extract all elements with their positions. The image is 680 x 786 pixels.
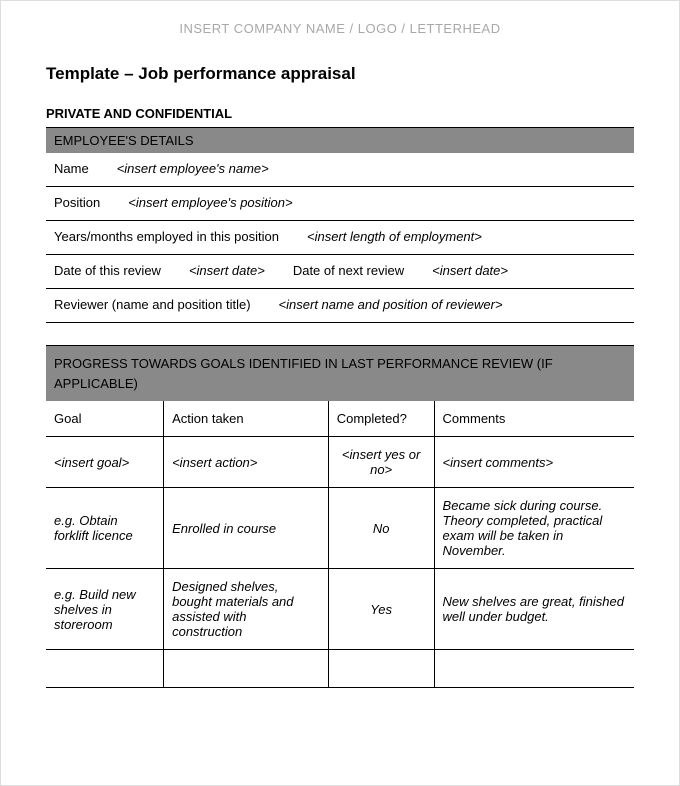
confidential-label: PRIVATE AND CONFIDENTIAL [46,106,634,121]
col-action-header: Action taken [164,401,329,437]
goals-table: Goal Action taken Completed? Comments <i… [46,401,634,688]
cell-comments: New shelves are great, finished well und… [434,569,634,650]
detail-value: <insert employee's position> [128,195,292,210]
col-comments-header: Comments [434,401,634,437]
cell-goal: e.g. Obtain forklift licence [46,488,164,569]
detail-row-reviewer: Reviewer (name and position title) <inse… [46,289,634,323]
letterhead-text: INSERT COMPANY NAME / LOGO / LETTERHEAD [46,21,634,36]
employee-details-header: EMPLOYEE'S DETAILS [46,127,634,153]
spacer [46,323,634,345]
detail-label: Date of this review [54,263,161,278]
cell-completed: <insert yes or no> [328,437,434,488]
cell-action: Designed shelves, bought materials and a… [164,569,329,650]
goals-row: <insert goal> <insert action> <insert ye… [46,437,634,488]
cell-comments [434,650,634,688]
detail-value: <insert date> [189,263,265,278]
col-completed-header: Completed? [328,401,434,437]
detail-label: Years/months employed in this position [54,229,279,244]
detail-value-next: <insert date> [432,263,508,278]
detail-label: Name [54,161,89,176]
page-title: Template – Job performance appraisal [46,64,634,84]
cell-comments: <insert comments> [434,437,634,488]
detail-row-years: Years/months employed in this position <… [46,221,634,255]
goals-row-empty [46,650,634,688]
goals-row: e.g. Obtain forklift licence Enrolled in… [46,488,634,569]
detail-label: Position [54,195,100,210]
cell-goal: <insert goal> [46,437,164,488]
cell-goal: e.g. Build new shelves in storeroom [46,569,164,650]
detail-value: <insert employee's name> [117,161,269,176]
goals-row: e.g. Build new shelves in storeroom Desi… [46,569,634,650]
goals-section-header: PROGRESS TOWARDS GOALS IDENTIFIED IN LAS… [46,345,634,401]
cell-completed: Yes [328,569,434,650]
col-goal-header: Goal [46,401,164,437]
detail-value: <insert name and position of reviewer> [279,297,503,312]
detail-label-next: Date of next review [293,263,404,278]
detail-row-name: Name <insert employee's name> [46,153,634,187]
detail-row-dates: Date of this review <insert date> Date o… [46,255,634,289]
cell-completed: No [328,488,434,569]
detail-value: <insert length of employment> [307,229,482,244]
cell-comments: Became sick during course. Theory comple… [434,488,634,569]
cell-completed [328,650,434,688]
cell-action: <insert action> [164,437,329,488]
detail-label: Reviewer (name and position title) [54,297,251,312]
cell-action: Enrolled in course [164,488,329,569]
cell-action [164,650,329,688]
goals-header-row: Goal Action taken Completed? Comments [46,401,634,437]
detail-row-position: Position <insert employee's position> [46,187,634,221]
cell-goal [46,650,164,688]
